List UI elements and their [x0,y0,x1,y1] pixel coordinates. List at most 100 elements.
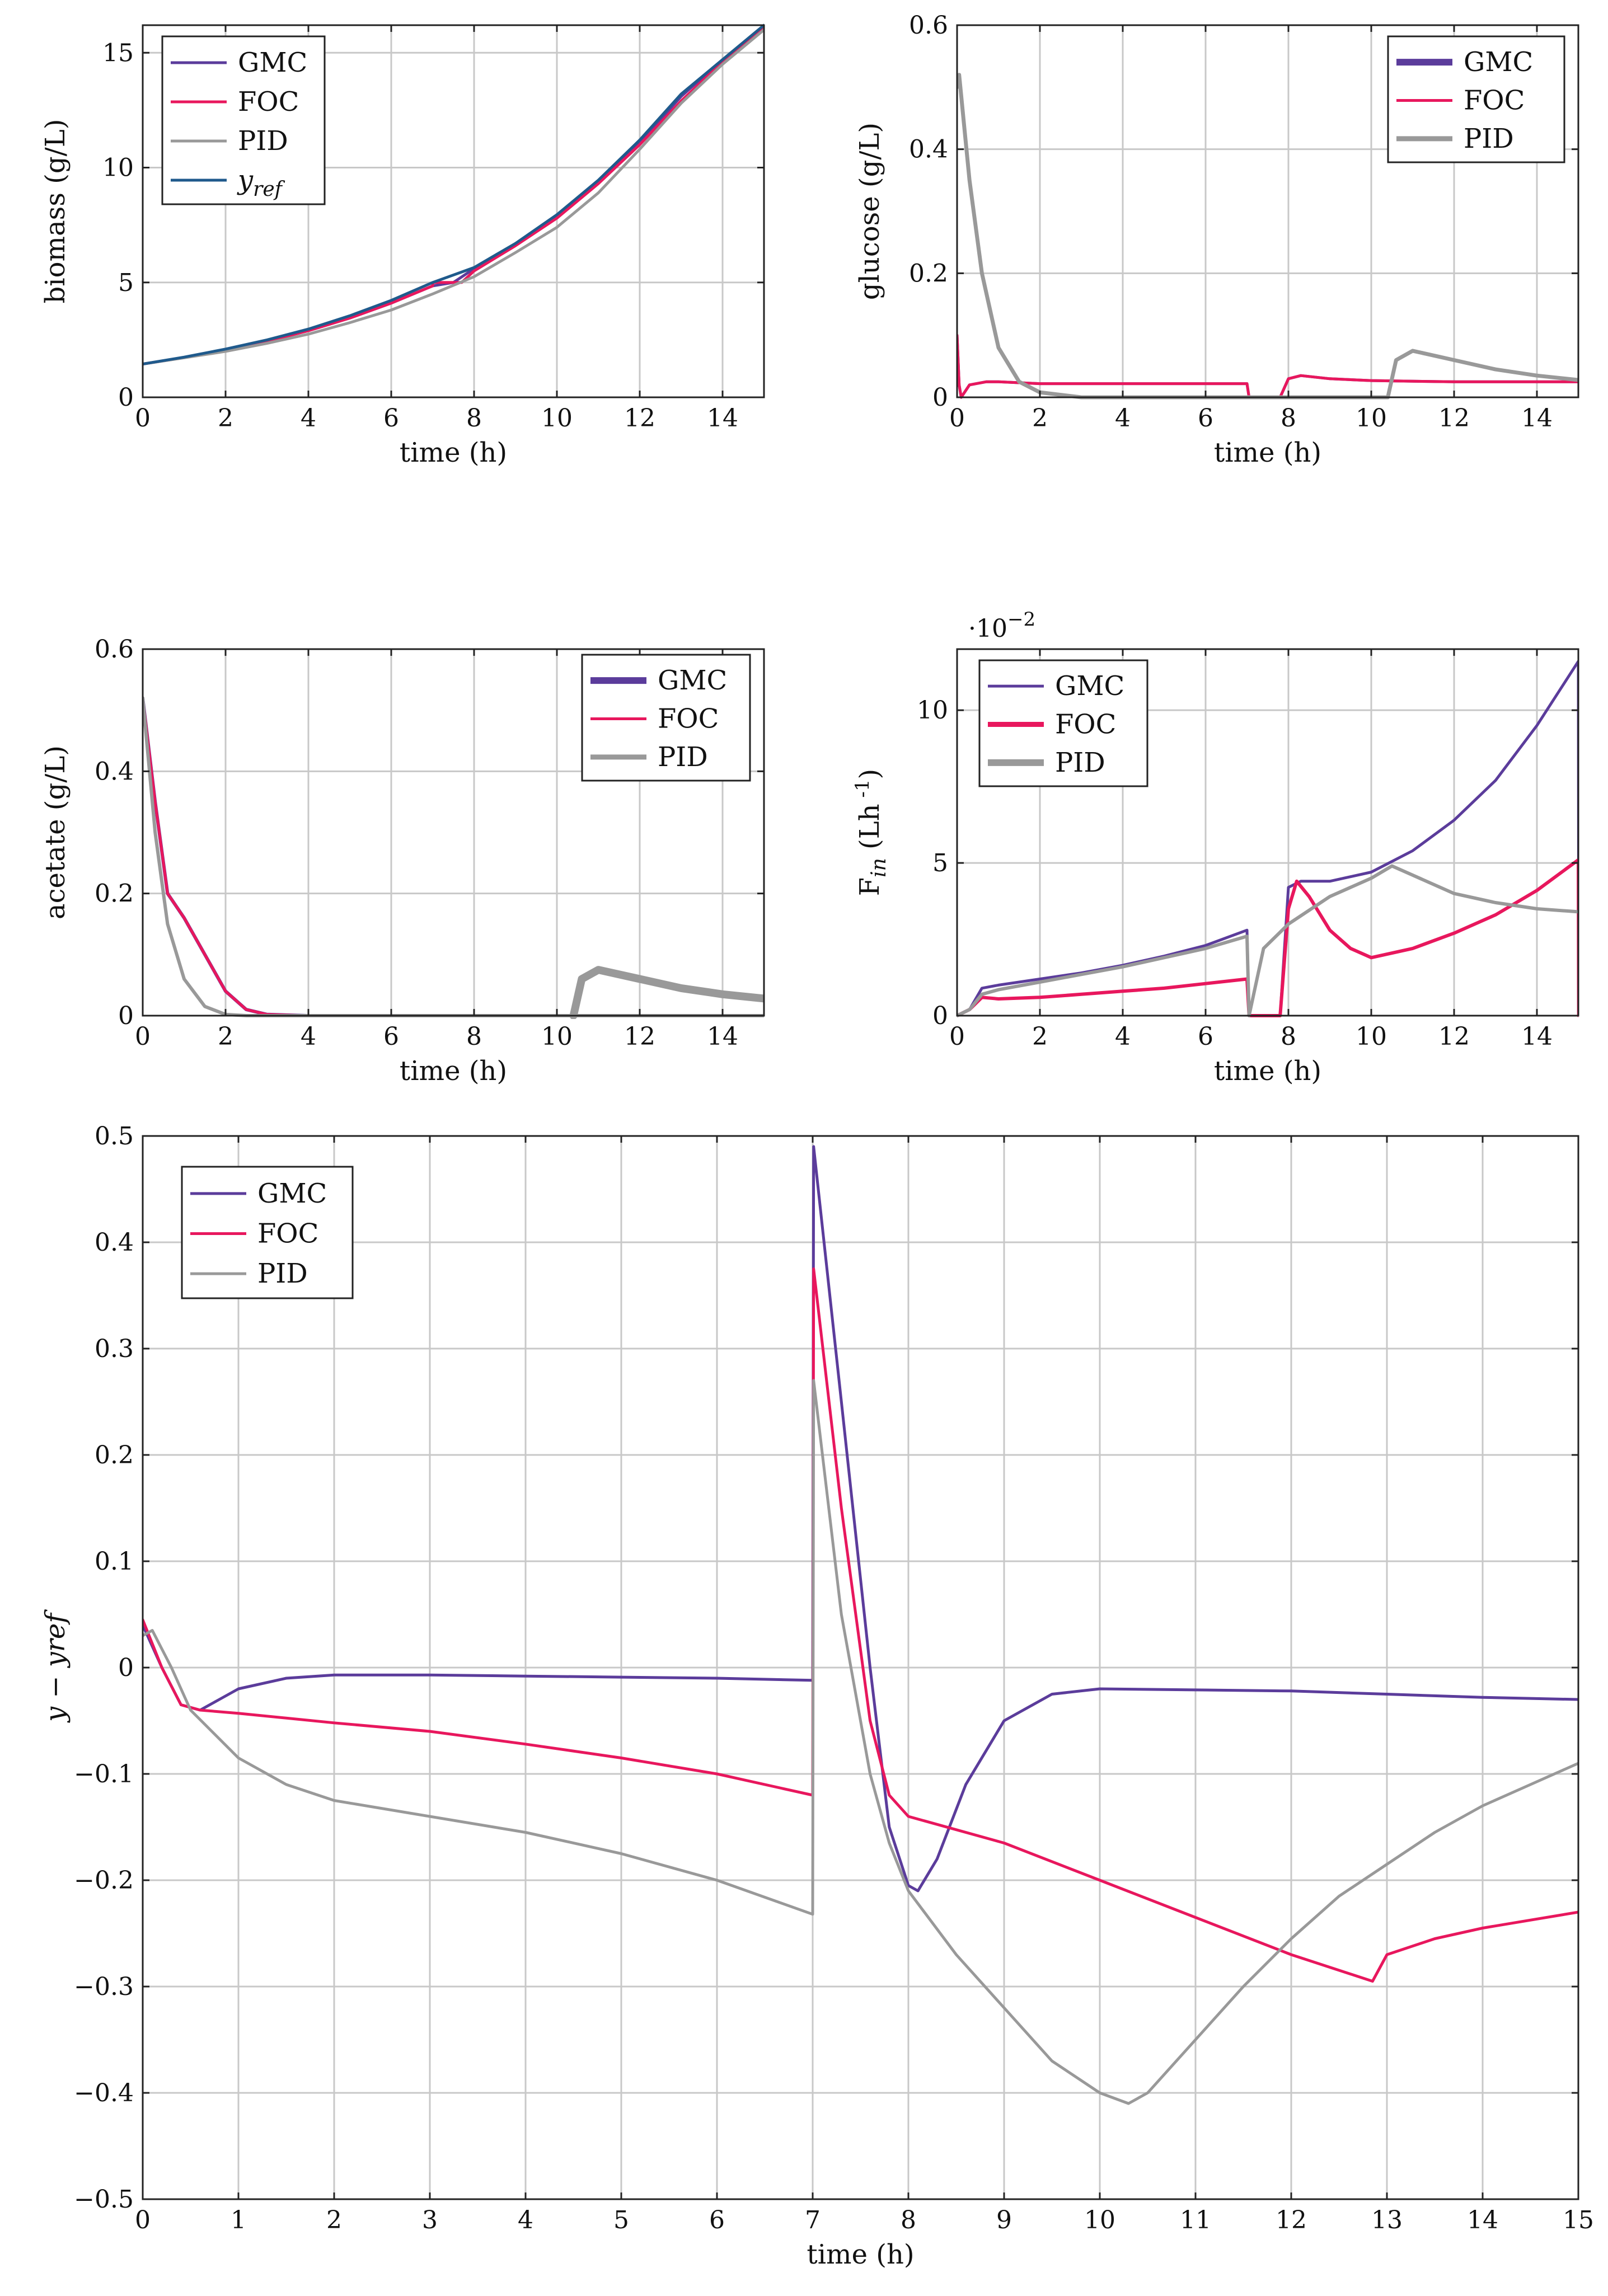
x-tick-label: 3 [422,2206,438,2234]
y-tick-label: 0.4 [909,135,948,164]
x-tick-label: 14 [1467,2206,1498,2234]
y-tick-label: 0.2 [95,1441,134,1469]
x-tick-label: 8 [1281,1022,1296,1051]
legend-label-gmc: GMC [238,47,307,78]
x-tick-label: 8 [466,404,482,433]
y-axis-label: acetate (g/L) [40,745,71,919]
y-tick-label: 0.4 [95,757,134,786]
plot-frame [142,648,765,1017]
legend-label-pid: PID [238,125,288,157]
chart-biomass: 0 2 4 6 8 10 12 14 0 5 10 15 time (h) biomass (g/L) GM… [40,24,765,468]
x-tick-label: 6 [383,404,399,433]
x-tick-label: 7 [805,2206,821,2234]
x-tick-label: 10 [541,1022,573,1051]
x-tick-label: 1 [231,2206,246,2234]
x-axis-label: time (h) [1214,1055,1321,1087]
y-tick-label: 15 [102,39,134,67]
x-tick-label: 14 [707,1022,738,1051]
x-tick-label: 10 [1356,404,1387,433]
x-tick-label: 0 [135,1022,151,1051]
x-tick-label: 0 [135,404,151,433]
series-line-pid [957,864,1578,1017]
legend-label-pid: PID [658,741,708,773]
x-tick-label: 2 [326,2206,342,2234]
x-tick-label: 10 [1084,2206,1115,2234]
x-tick-label: 6 [383,1022,399,1051]
series-line-pid [143,28,764,365]
x-tick-label: 2 [1032,1022,1048,1051]
y-tick-label: 0.1 [95,1547,134,1576]
legend-box [161,35,326,205]
y-tick-label: 0.5 [95,1122,134,1151]
legend: GMC FOC PID [181,1166,354,1299]
legend: GMC FOC PID yref [161,35,326,205]
x-tick-label: 6 [1198,1022,1213,1051]
y-tick-label: 0 [118,1002,134,1030]
legend: GMC FOC PID [581,654,751,782]
chart-acetate: 0 2 4 6 8 10 12 14 0 0.2 0.4 0.6 time (h) acetate (g/… [40,635,765,1087]
legend-label-pid: PID [257,1258,308,1289]
x-tick-label: 14 [707,404,738,433]
legend: GMC FOC PID [978,659,1148,787]
legend-label-pid: PID [1055,747,1105,778]
x-tick-label: 0 [135,2206,151,2234]
x-tick-label: 14 [1521,404,1553,433]
x-tick-label: 2 [1032,404,1048,433]
y-tick-label: 0 [932,1002,948,1030]
series-line-pid-late [569,966,764,1019]
legend-label-gmc: GMC [658,665,727,696]
y-tick-label: −0.5 [74,2185,134,2214]
y-tick-label: 10 [917,696,948,725]
y-tick-label: 0.2 [95,880,134,908]
chart-error: 0 1 2 3 4 5 6 7 8 9 10 11 12 13 14 15−0.5−0.4−0.3−0.2−0… [40,1122,1594,2270]
series-line-foc [143,1267,1578,1983]
series-group [143,24,764,365]
x-tick-label: 6 [709,2206,725,2234]
plot-frame [956,24,1579,398]
legend-label-y_ref: yref [237,165,285,201]
legend-label-foc: FOC [1464,85,1525,116]
y-axis-label: glucose (g/L) [854,123,885,300]
x-tick-label: 4 [301,1022,316,1051]
x-axis-label: time (h) [807,2239,914,2270]
x-tick-label: 12 [1438,1022,1470,1051]
y-tick-label: −0.4 [74,2079,134,2107]
x-tick-label: 6 [1198,404,1213,433]
y-tick-label: 0 [118,383,134,412]
legend-label-foc: FOC [1055,709,1116,740]
series-line-gmc [143,1145,1578,1893]
legend-label-pid: PID [1464,123,1514,154]
x-tick-label: 12 [624,1022,655,1051]
y-tick-label: 0.2 [909,259,948,288]
legend-label-foc: FOC [238,86,299,118]
legend-label-gmc: GMC [1055,670,1124,702]
x-tick-label: 8 [1281,404,1296,433]
x-tick-label: 4 [1115,1022,1131,1051]
x-tick-label: 12 [1438,404,1470,433]
x-tick-label: 9 [996,2206,1012,2234]
plot-frame [142,24,765,398]
x-tick-label: 0 [949,1022,965,1051]
y-tick-label: 5 [932,849,948,877]
x-tick-label: 5 [613,2206,629,2234]
y-tick-label: −0.3 [74,1973,134,2001]
legend-label-foc: FOC [658,703,719,735]
y-tick-label: 0.6 [95,635,134,664]
legend-label-gmc: GMC [1464,46,1533,78]
legend: GMC FOC PID [1387,35,1565,163]
series-line-foc [957,334,1578,399]
y-tick-label: 0.6 [909,11,948,40]
x-tick-label: 13 [1371,2206,1403,2234]
y-tick-label: 0 [118,1654,134,1682]
y-tick-label: 10 [102,154,134,182]
x-tick-label: 2 [218,1022,233,1051]
chart-glucose: 0 2 4 6 8 10 12 14 0 0.2 0.4 0.6 time (h) glucose (g/… [854,11,1579,468]
x-tick-label: 15 [1563,2206,1594,2234]
axis-multiplier: ·10−2 [968,608,1035,643]
x-tick-label: 10 [541,404,573,433]
y-tick-label: 0.3 [95,1335,134,1363]
y-axis-label: y − yref [40,1609,71,1723]
series-line-foc [957,858,1578,1017]
y-tick-label: 5 [118,269,134,297]
x-axis-label: time (h) [400,437,507,468]
